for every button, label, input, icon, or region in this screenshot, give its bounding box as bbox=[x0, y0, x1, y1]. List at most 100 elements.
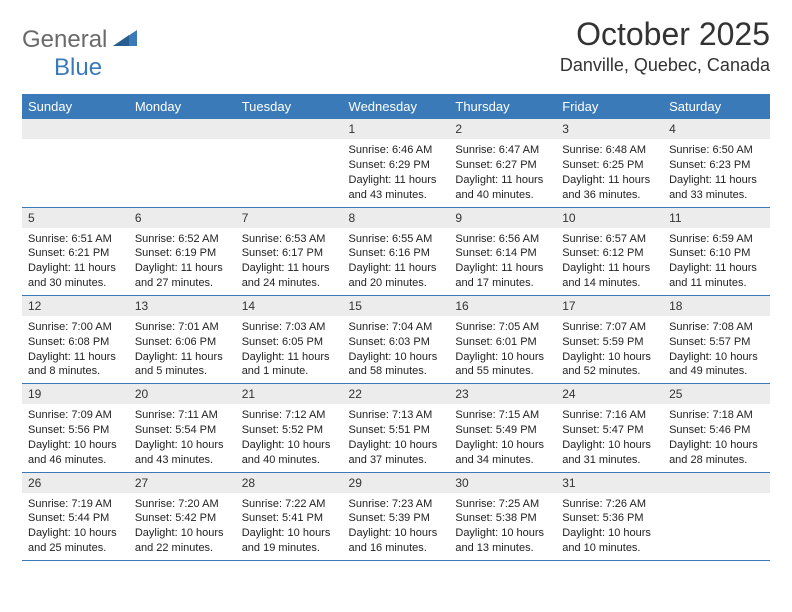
day-number: 5 bbox=[22, 208, 129, 228]
sunset-text: Sunset: 6:21 PM bbox=[28, 246, 123, 261]
sunrise-text: Sunrise: 7:03 AM bbox=[242, 320, 337, 335]
calendar-body: 1Sunrise: 6:46 AMSunset: 6:29 PMDaylight… bbox=[22, 119, 770, 561]
day-content: Sunrise: 7:03 AMSunset: 6:05 PMDaylight:… bbox=[236, 316, 343, 383]
sunset-text: Sunset: 6:23 PM bbox=[669, 158, 764, 173]
day-number: 21 bbox=[236, 384, 343, 404]
sunset-text: Sunset: 5:54 PM bbox=[135, 423, 230, 438]
daylight-text: Daylight: 11 hours and 17 minutes. bbox=[455, 261, 550, 291]
day-number: 28 bbox=[236, 473, 343, 493]
day-content: Sunrise: 6:48 AMSunset: 6:25 PMDaylight:… bbox=[556, 139, 663, 206]
day-content: Sunrise: 6:52 AMSunset: 6:19 PMDaylight:… bbox=[129, 228, 236, 295]
day-number: 1 bbox=[343, 119, 450, 139]
calendar-cell: 31Sunrise: 7:26 AMSunset: 5:36 PMDayligh… bbox=[556, 472, 663, 560]
day-number: 16 bbox=[449, 296, 556, 316]
sunrise-text: Sunrise: 6:53 AM bbox=[242, 232, 337, 247]
day-header: Saturday bbox=[663, 94, 770, 119]
daylight-text: Daylight: 10 hours and 55 minutes. bbox=[455, 350, 550, 380]
calendar-week-row: 19Sunrise: 7:09 AMSunset: 5:56 PMDayligh… bbox=[22, 384, 770, 472]
sunrise-text: Sunrise: 6:52 AM bbox=[135, 232, 230, 247]
daylight-text: Daylight: 10 hours and 58 minutes. bbox=[349, 350, 444, 380]
day-content: Sunrise: 6:53 AMSunset: 6:17 PMDaylight:… bbox=[236, 228, 343, 295]
day-content: Sunrise: 6:55 AMSunset: 6:16 PMDaylight:… bbox=[343, 228, 450, 295]
day-content: Sunrise: 6:50 AMSunset: 6:23 PMDaylight:… bbox=[663, 139, 770, 206]
day-content: Sunrise: 7:22 AMSunset: 5:41 PMDaylight:… bbox=[236, 493, 343, 560]
day-content: Sunrise: 7:13 AMSunset: 5:51 PMDaylight:… bbox=[343, 404, 450, 471]
sunset-text: Sunset: 5:56 PM bbox=[28, 423, 123, 438]
sunset-text: Sunset: 6:16 PM bbox=[349, 246, 444, 261]
sunrise-text: Sunrise: 7:12 AM bbox=[242, 408, 337, 423]
day-content: Sunrise: 6:51 AMSunset: 6:21 PMDaylight:… bbox=[22, 228, 129, 295]
calendar-cell: 6Sunrise: 6:52 AMSunset: 6:19 PMDaylight… bbox=[129, 207, 236, 295]
logo-text-blue: Blue bbox=[54, 54, 102, 81]
day-header-row: SundayMondayTuesdayWednesdayThursdayFrid… bbox=[22, 94, 770, 119]
day-content: Sunrise: 6:46 AMSunset: 6:29 PMDaylight:… bbox=[343, 139, 450, 206]
calendar-week-row: 1Sunrise: 6:46 AMSunset: 6:29 PMDaylight… bbox=[22, 119, 770, 207]
calendar-cell: 30Sunrise: 7:25 AMSunset: 5:38 PMDayligh… bbox=[449, 472, 556, 560]
sunset-text: Sunset: 6:10 PM bbox=[669, 246, 764, 261]
day-content: Sunrise: 7:15 AMSunset: 5:49 PMDaylight:… bbox=[449, 404, 556, 471]
day-content: Sunrise: 6:59 AMSunset: 6:10 PMDaylight:… bbox=[663, 228, 770, 295]
day-content: Sunrise: 7:16 AMSunset: 5:47 PMDaylight:… bbox=[556, 404, 663, 471]
day-content: Sunrise: 7:07 AMSunset: 5:59 PMDaylight:… bbox=[556, 316, 663, 383]
calendar-cell: 8Sunrise: 6:55 AMSunset: 6:16 PMDaylight… bbox=[343, 207, 450, 295]
daylight-text: Daylight: 11 hours and 5 minutes. bbox=[135, 350, 230, 380]
day-number: 8 bbox=[343, 208, 450, 228]
day-content: Sunrise: 7:20 AMSunset: 5:42 PMDaylight:… bbox=[129, 493, 236, 560]
daylight-text: Daylight: 10 hours and 22 minutes. bbox=[135, 526, 230, 556]
daylight-text: Daylight: 10 hours and 37 minutes. bbox=[349, 438, 444, 468]
daylight-text: Daylight: 10 hours and 34 minutes. bbox=[455, 438, 550, 468]
day-number: 25 bbox=[663, 384, 770, 404]
sunset-text: Sunset: 6:12 PM bbox=[562, 246, 657, 261]
day-number: 12 bbox=[22, 296, 129, 316]
calendar-cell: 25Sunrise: 7:18 AMSunset: 5:46 PMDayligh… bbox=[663, 384, 770, 472]
sunrise-text: Sunrise: 7:05 AM bbox=[455, 320, 550, 335]
calendar-cell: 12Sunrise: 7:00 AMSunset: 6:08 PMDayligh… bbox=[22, 295, 129, 383]
logo-text-general: General bbox=[22, 26, 107, 54]
daylight-text: Daylight: 10 hours and 19 minutes. bbox=[242, 526, 337, 556]
calendar-cell: 18Sunrise: 7:08 AMSunset: 5:57 PMDayligh… bbox=[663, 295, 770, 383]
logo: General bbox=[22, 16, 141, 54]
day-content: Sunrise: 7:23 AMSunset: 5:39 PMDaylight:… bbox=[343, 493, 450, 560]
sunrise-text: Sunrise: 7:01 AM bbox=[135, 320, 230, 335]
day-number: 7 bbox=[236, 208, 343, 228]
sunset-text: Sunset: 5:47 PM bbox=[562, 423, 657, 438]
sunset-text: Sunset: 6:29 PM bbox=[349, 158, 444, 173]
daylight-text: Daylight: 10 hours and 16 minutes. bbox=[349, 526, 444, 556]
day-header: Wednesday bbox=[343, 94, 450, 119]
day-content: Sunrise: 7:12 AMSunset: 5:52 PMDaylight:… bbox=[236, 404, 343, 471]
calendar-cell: 11Sunrise: 6:59 AMSunset: 6:10 PMDayligh… bbox=[663, 207, 770, 295]
daylight-text: Daylight: 10 hours and 28 minutes. bbox=[669, 438, 764, 468]
location-text: Danville, Quebec, Canada bbox=[560, 55, 770, 76]
sunrise-text: Sunrise: 7:22 AM bbox=[242, 497, 337, 512]
day-content: Sunrise: 6:57 AMSunset: 6:12 PMDaylight:… bbox=[556, 228, 663, 295]
day-number: 4 bbox=[663, 119, 770, 139]
sunset-text: Sunset: 6:25 PM bbox=[562, 158, 657, 173]
day-number: 23 bbox=[449, 384, 556, 404]
day-number: 15 bbox=[343, 296, 450, 316]
sunset-text: Sunset: 5:38 PM bbox=[455, 511, 550, 526]
sunset-text: Sunset: 5:57 PM bbox=[669, 335, 764, 350]
calendar-cell: 14Sunrise: 7:03 AMSunset: 6:05 PMDayligh… bbox=[236, 295, 343, 383]
day-header: Monday bbox=[129, 94, 236, 119]
day-content: Sunrise: 7:01 AMSunset: 6:06 PMDaylight:… bbox=[129, 316, 236, 383]
sunrise-text: Sunrise: 7:07 AM bbox=[562, 320, 657, 335]
calendar-cell: 5Sunrise: 6:51 AMSunset: 6:21 PMDaylight… bbox=[22, 207, 129, 295]
calendar-cell: 16Sunrise: 7:05 AMSunset: 6:01 PMDayligh… bbox=[449, 295, 556, 383]
sunrise-text: Sunrise: 6:47 AM bbox=[455, 143, 550, 158]
sunset-text: Sunset: 5:42 PM bbox=[135, 511, 230, 526]
calendar-cell: 13Sunrise: 7:01 AMSunset: 6:06 PMDayligh… bbox=[129, 295, 236, 383]
sunrise-text: Sunrise: 7:15 AM bbox=[455, 408, 550, 423]
day-number: 10 bbox=[556, 208, 663, 228]
calendar-cell: 22Sunrise: 7:13 AMSunset: 5:51 PMDayligh… bbox=[343, 384, 450, 472]
day-number: 31 bbox=[556, 473, 663, 493]
daylight-text: Daylight: 10 hours and 46 minutes. bbox=[28, 438, 123, 468]
daylight-text: Daylight: 11 hours and 30 minutes. bbox=[28, 261, 123, 291]
calendar-cell bbox=[129, 119, 236, 207]
day-content: Sunrise: 6:47 AMSunset: 6:27 PMDaylight:… bbox=[449, 139, 556, 206]
day-header: Thursday bbox=[449, 94, 556, 119]
sunrise-text: Sunrise: 7:04 AM bbox=[349, 320, 444, 335]
daylight-text: Daylight: 11 hours and 8 minutes. bbox=[28, 350, 123, 380]
sunset-text: Sunset: 5:49 PM bbox=[455, 423, 550, 438]
sunrise-text: Sunrise: 6:56 AM bbox=[455, 232, 550, 247]
sunrise-text: Sunrise: 7:16 AM bbox=[562, 408, 657, 423]
